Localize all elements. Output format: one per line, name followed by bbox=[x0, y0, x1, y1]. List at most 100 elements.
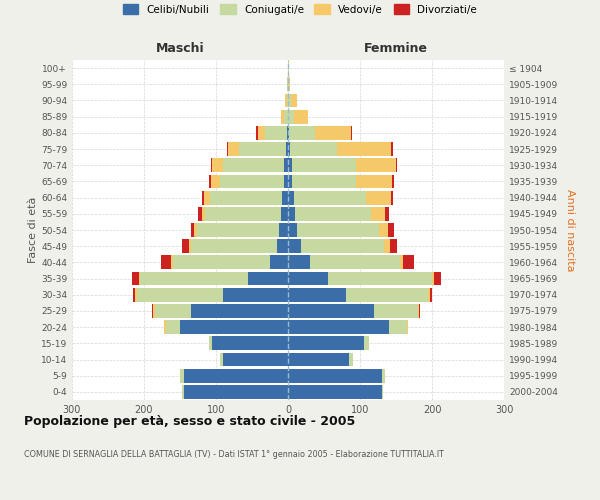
Bar bbox=[289, 126, 314, 140]
Bar bbox=[140, 272, 248, 285]
Bar bbox=[180, 320, 288, 334]
Bar bbox=[349, 352, 353, 366]
Bar bbox=[346, 288, 428, 302]
Bar bbox=[403, 256, 414, 270]
Bar bbox=[407, 320, 408, 334]
Bar bbox=[281, 110, 284, 124]
Bar bbox=[198, 207, 202, 220]
Bar bbox=[288, 126, 289, 140]
Bar bbox=[284, 158, 288, 172]
Bar bbox=[314, 126, 350, 140]
Bar bbox=[209, 336, 212, 350]
Bar bbox=[285, 94, 287, 108]
Bar bbox=[284, 174, 288, 188]
Bar bbox=[182, 240, 190, 253]
Bar bbox=[292, 174, 356, 188]
Bar bbox=[356, 158, 396, 172]
Bar bbox=[296, 223, 379, 237]
Bar bbox=[133, 288, 136, 302]
Bar bbox=[294, 190, 366, 204]
Bar bbox=[294, 110, 308, 124]
Bar bbox=[288, 288, 346, 302]
Bar bbox=[202, 190, 205, 204]
Bar bbox=[212, 336, 288, 350]
Bar bbox=[419, 304, 421, 318]
Y-axis label: Anni di nascita: Anni di nascita bbox=[565, 188, 575, 271]
Bar bbox=[211, 158, 212, 172]
Bar bbox=[282, 190, 288, 204]
Bar bbox=[182, 385, 184, 399]
Bar bbox=[139, 272, 140, 285]
Bar bbox=[227, 142, 228, 156]
Bar bbox=[288, 223, 296, 237]
Bar bbox=[220, 352, 223, 366]
Y-axis label: Fasce di età: Fasce di età bbox=[28, 197, 38, 263]
Bar bbox=[286, 142, 288, 156]
Bar bbox=[391, 190, 393, 204]
Bar bbox=[166, 320, 180, 334]
Bar bbox=[385, 207, 389, 220]
Bar bbox=[400, 256, 403, 270]
Bar bbox=[270, 256, 288, 270]
Bar bbox=[288, 78, 289, 91]
Bar bbox=[288, 158, 292, 172]
Bar bbox=[161, 256, 172, 270]
Bar bbox=[288, 207, 295, 220]
Bar bbox=[384, 240, 389, 253]
Bar bbox=[155, 304, 191, 318]
Bar bbox=[212, 158, 223, 172]
Bar bbox=[288, 110, 294, 124]
Bar bbox=[310, 256, 400, 270]
Bar bbox=[210, 190, 282, 204]
Bar bbox=[194, 223, 197, 237]
Bar bbox=[291, 94, 296, 108]
Bar bbox=[284, 110, 288, 124]
Bar bbox=[191, 240, 277, 253]
Bar bbox=[428, 288, 430, 302]
Bar bbox=[205, 190, 210, 204]
Bar bbox=[132, 272, 139, 285]
Bar bbox=[288, 352, 349, 366]
Bar bbox=[256, 126, 258, 140]
Bar bbox=[239, 142, 286, 156]
Bar bbox=[287, 126, 288, 140]
Bar bbox=[288, 61, 289, 75]
Bar bbox=[288, 174, 292, 188]
Bar bbox=[389, 320, 407, 334]
Bar bbox=[258, 126, 265, 140]
Bar bbox=[288, 256, 310, 270]
Bar bbox=[289, 78, 290, 91]
Bar bbox=[288, 385, 382, 399]
Bar bbox=[152, 304, 154, 318]
Bar bbox=[288, 94, 291, 108]
Bar bbox=[277, 240, 288, 253]
Bar bbox=[290, 142, 337, 156]
Bar bbox=[350, 126, 352, 140]
Bar bbox=[248, 272, 288, 285]
Bar bbox=[180, 369, 184, 382]
Bar bbox=[173, 256, 270, 270]
Bar bbox=[288, 240, 301, 253]
Bar bbox=[295, 207, 371, 220]
Bar bbox=[154, 304, 155, 318]
Legend: Celibi/Nubili, Coniugati/e, Vedovi/e, Divorziati/e: Celibi/Nubili, Coniugati/e, Vedovi/e, Di… bbox=[119, 0, 481, 19]
Bar bbox=[172, 256, 173, 270]
Bar bbox=[197, 223, 280, 237]
Bar bbox=[287, 78, 288, 91]
Bar bbox=[430, 288, 432, 302]
Bar bbox=[292, 158, 356, 172]
Bar bbox=[288, 336, 364, 350]
Bar bbox=[211, 174, 220, 188]
Bar bbox=[356, 174, 392, 188]
Bar bbox=[223, 158, 284, 172]
Text: Femmine: Femmine bbox=[364, 42, 428, 55]
Bar bbox=[164, 320, 166, 334]
Bar bbox=[223, 352, 288, 366]
Bar bbox=[301, 240, 384, 253]
Bar bbox=[389, 240, 397, 253]
Bar bbox=[220, 174, 284, 188]
Bar bbox=[281, 207, 288, 220]
Bar bbox=[432, 272, 434, 285]
Bar bbox=[434, 272, 442, 285]
Bar bbox=[288, 272, 328, 285]
